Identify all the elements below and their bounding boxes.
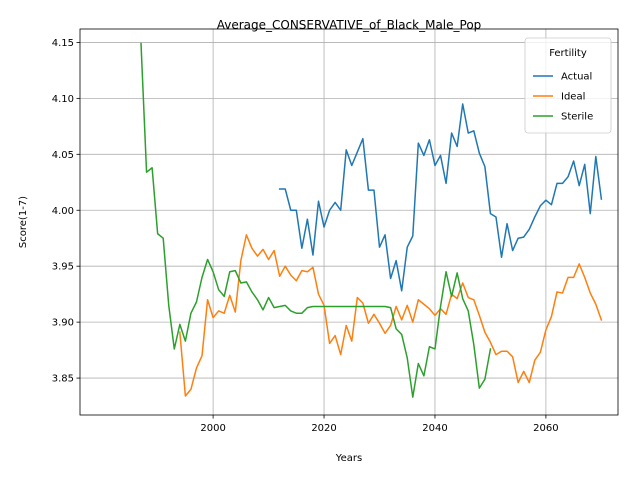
x-axis-label: Years [335, 453, 362, 464]
legend-label-sterile: Sterile [561, 112, 593, 123]
legend: Fertility Actual Ideal Sterile [525, 38, 611, 133]
chart-title: Average_CONSERVATIVE_of_Black_Male_Pop [217, 18, 482, 32]
y-tick-label: 3.95 [52, 262, 74, 273]
x-tick-label: 2040 [422, 423, 447, 434]
legend-title: Fertility [549, 48, 587, 59]
y-tick-label: 4.00 [52, 206, 74, 217]
legend-label-actual: Actual [561, 72, 592, 83]
x-tick-label: 2060 [533, 423, 558, 434]
y-tick-label: 3.85 [52, 374, 74, 385]
y-tick-label: 4.15 [52, 38, 74, 49]
y-tick-label: 3.90 [52, 318, 74, 329]
x-tick-label: 2000 [200, 423, 225, 434]
y-axis-label: Score(1-7) [18, 196, 29, 248]
x-tick-label: 2020 [311, 423, 336, 434]
y-tick-label: 4.05 [52, 150, 74, 161]
legend-label-ideal: Ideal [561, 92, 585, 103]
y-tick-label: 4.10 [52, 94, 74, 105]
